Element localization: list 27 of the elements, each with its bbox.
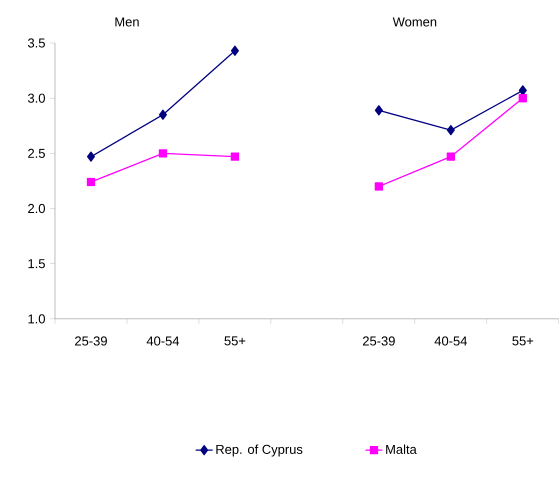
point [86, 178, 96, 186]
point [446, 152, 455, 161]
x-tick-label: 25-39 [362, 336, 395, 346]
point [374, 182, 384, 191]
y-tick-label: 3.5 [28, 38, 45, 48]
x-tick-label: 25-39 [75, 336, 107, 346]
x-tick-label: 40-54 [434, 336, 468, 346]
point [86, 152, 95, 162]
point [518, 94, 527, 102]
y-tick-label: 1.0 [28, 314, 45, 324]
point [230, 152, 240, 161]
y-tick-label: 1.5 [28, 259, 45, 268]
y-tick-label: 2.0 [28, 204, 45, 214]
point [374, 105, 383, 116]
point [230, 46, 239, 56]
x-tick-label: 55+ [224, 336, 246, 346]
legend-label: Rep. of Cyprus [216, 444, 302, 457]
x-tick-label: 40-54 [146, 336, 180, 346]
text: Women [392, 18, 436, 27]
point [158, 110, 167, 120]
point [158, 149, 168, 158]
point [446, 125, 455, 136]
y-tick-label: 2.5 [28, 148, 45, 158]
x-tick-label: 55+ [512, 336, 534, 346]
legend-label: Malta [386, 444, 417, 454]
y-tick-label: 3.0 [28, 94, 45, 103]
text: Men [115, 18, 139, 27]
